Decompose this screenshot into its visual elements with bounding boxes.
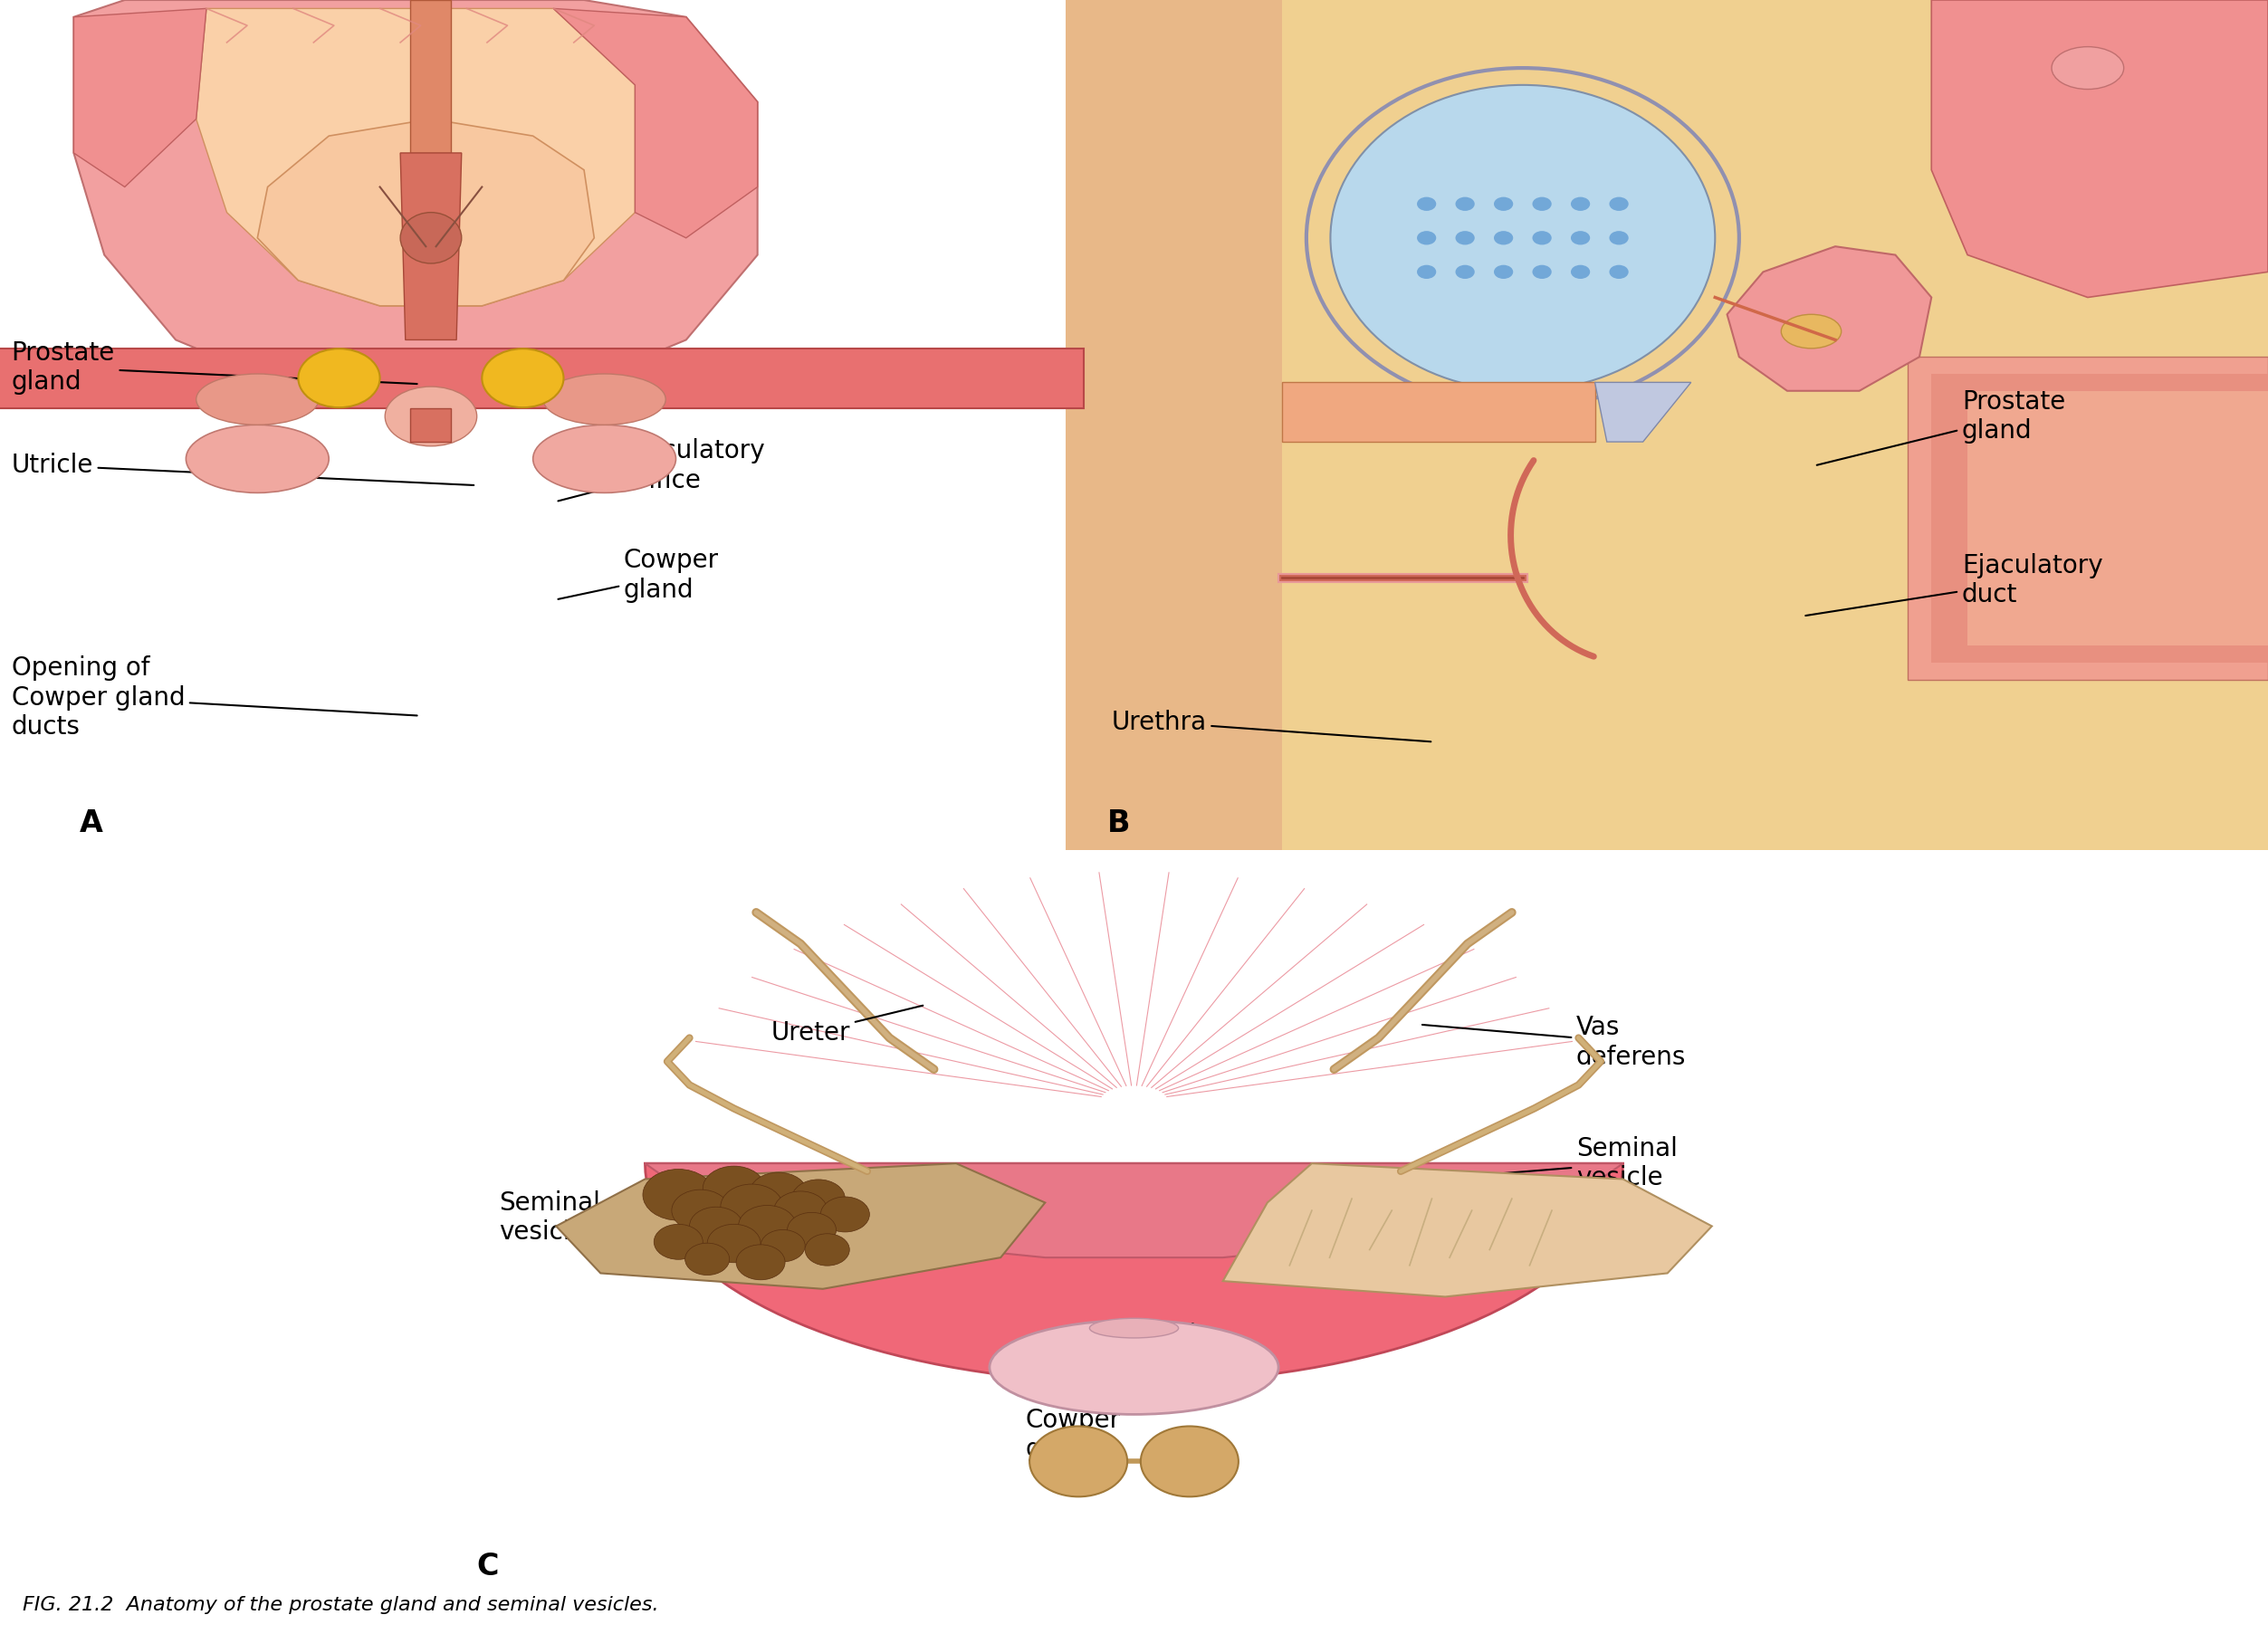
Circle shape: [773, 1191, 828, 1230]
Polygon shape: [75, 0, 758, 399]
Ellipse shape: [386, 387, 476, 446]
Circle shape: [1418, 265, 1436, 279]
Ellipse shape: [401, 212, 463, 263]
Circle shape: [821, 1196, 869, 1232]
Circle shape: [1418, 198, 1436, 211]
Text: Urethra: Urethra: [1111, 709, 1431, 742]
Polygon shape: [411, 408, 451, 441]
Circle shape: [689, 1208, 744, 1245]
Text: Seminal
vesicle: Seminal vesicle: [499, 1190, 848, 1245]
Circle shape: [748, 1173, 807, 1214]
Polygon shape: [401, 154, 463, 340]
Polygon shape: [553, 8, 758, 239]
Circle shape: [737, 1245, 785, 1279]
Ellipse shape: [989, 1320, 1279, 1415]
Ellipse shape: [1331, 85, 1715, 391]
Ellipse shape: [186, 425, 329, 493]
Text: Opening of
Cowper gland
ducts: Opening of Cowper gland ducts: [11, 655, 417, 740]
Text: Utricle: Utricle: [11, 453, 474, 485]
Circle shape: [708, 1224, 760, 1263]
Polygon shape: [644, 1163, 1624, 1258]
Ellipse shape: [197, 374, 318, 425]
Ellipse shape: [544, 374, 667, 425]
Circle shape: [805, 1234, 850, 1266]
Circle shape: [1572, 265, 1590, 279]
Polygon shape: [1594, 382, 1692, 441]
Circle shape: [1533, 230, 1551, 245]
Polygon shape: [75, 8, 206, 186]
Ellipse shape: [2053, 47, 2123, 90]
Text: B: B: [1107, 809, 1129, 838]
Polygon shape: [1066, 0, 2268, 850]
Polygon shape: [259, 119, 594, 306]
Ellipse shape: [533, 425, 676, 493]
Circle shape: [1495, 230, 1513, 245]
Circle shape: [642, 1170, 714, 1221]
Polygon shape: [1066, 0, 1281, 850]
Circle shape: [703, 1167, 764, 1211]
Ellipse shape: [1089, 1319, 1179, 1338]
Text: Prostate
gland: Prostate gland: [11, 340, 417, 395]
Circle shape: [721, 1185, 782, 1229]
Circle shape: [1495, 265, 1513, 279]
Text: Cowper
glands: Cowper glands: [1025, 1407, 1120, 1462]
Polygon shape: [1966, 391, 2268, 645]
Circle shape: [671, 1190, 730, 1232]
Polygon shape: [556, 1163, 1046, 1289]
Circle shape: [481, 348, 562, 407]
Ellipse shape: [1780, 314, 1842, 348]
Text: Prostate
gland: Prostate gland: [1817, 389, 2066, 466]
Polygon shape: [1222, 1163, 1712, 1297]
Text: Ejaculatory
duct: Ejaculatory duct: [1805, 552, 2102, 616]
Text: A: A: [79, 809, 102, 838]
Circle shape: [760, 1230, 805, 1261]
Circle shape: [1030, 1426, 1127, 1497]
Circle shape: [1495, 198, 1513, 211]
Text: Prostate
gland: Prostate gland: [1111, 1320, 1216, 1376]
Circle shape: [1533, 198, 1551, 211]
Circle shape: [653, 1224, 703, 1260]
Polygon shape: [411, 0, 451, 154]
Polygon shape: [1907, 356, 2268, 680]
Circle shape: [1572, 198, 1590, 211]
Circle shape: [787, 1212, 837, 1248]
Text: Cowper
gland: Cowper gland: [558, 547, 719, 603]
Text: FIG. 21.2  Anatomy of the prostate gland and seminal vesicles.: FIG. 21.2 Anatomy of the prostate gland …: [23, 1596, 658, 1614]
Polygon shape: [1281, 382, 1594, 441]
Circle shape: [792, 1180, 846, 1217]
Circle shape: [299, 348, 381, 407]
Text: C: C: [476, 1552, 499, 1582]
Circle shape: [1456, 230, 1474, 245]
Circle shape: [685, 1243, 730, 1275]
Polygon shape: [644, 1163, 1624, 1382]
Circle shape: [1533, 265, 1551, 279]
Polygon shape: [197, 8, 635, 306]
Circle shape: [1610, 230, 1628, 245]
Polygon shape: [0, 348, 1084, 408]
Circle shape: [1141, 1426, 1238, 1497]
Circle shape: [1418, 230, 1436, 245]
Text: Seminal
vesicle: Seminal vesicle: [1424, 1136, 1678, 1191]
Text: Ureter: Ureter: [771, 1005, 923, 1046]
Circle shape: [739, 1206, 796, 1247]
Circle shape: [1610, 198, 1628, 211]
Polygon shape: [1932, 0, 2268, 297]
Text: Ejaculatory
orifice: Ejaculatory orifice: [558, 438, 764, 502]
Text: Vas
deferens: Vas deferens: [1422, 1015, 1685, 1070]
Circle shape: [1610, 265, 1628, 279]
Circle shape: [1572, 230, 1590, 245]
Circle shape: [1456, 198, 1474, 211]
Polygon shape: [1728, 247, 1932, 391]
Circle shape: [1456, 265, 1474, 279]
Polygon shape: [1932, 374, 2268, 663]
